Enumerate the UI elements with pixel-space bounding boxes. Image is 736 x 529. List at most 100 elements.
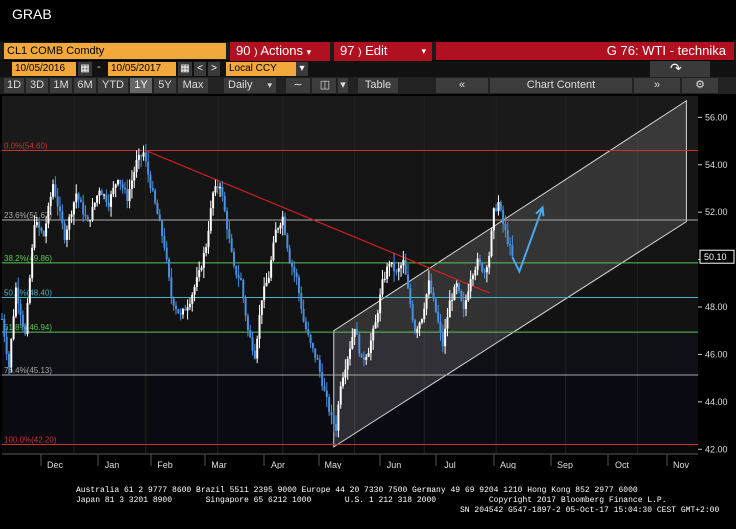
start-calendar-icon[interactable]: ▦: [78, 62, 92, 76]
candle-body: [198, 270, 201, 278]
candle-body: [353, 329, 356, 338]
candle-body: [381, 279, 384, 295]
y-tick-label: 42.00: [705, 444, 728, 454]
table-button[interactable]: Table: [358, 78, 398, 93]
start-date-input[interactable]: 10/05/2016: [12, 62, 76, 76]
edit-menu-button[interactable]: 97 ) Edit ▾: [334, 42, 432, 62]
trend-arrow: [511, 207, 544, 274]
candle-body: [318, 359, 321, 372]
chevron-down-icon[interactable]: ▾: [338, 78, 348, 93]
candle-body: [33, 225, 36, 248]
last-price-label: 50.10: [704, 252, 727, 262]
end-date-input[interactable]: 10/05/2017: [108, 62, 176, 76]
currency-value: Local CCY: [229, 63, 277, 74]
x-month-label: Sep: [557, 460, 573, 469]
period-button-6m[interactable]: 6M: [74, 78, 96, 93]
candle-body: [251, 337, 254, 351]
period-button-1d[interactable]: 1D: [4, 78, 24, 93]
candle-body: [462, 300, 465, 309]
candle-body: [253, 350, 256, 359]
candle-body: [228, 229, 231, 239]
candle-body: [321, 371, 324, 387]
candle-body: [249, 330, 252, 338]
candle-body: [191, 294, 194, 304]
next-period-icon[interactable]: >: [208, 62, 220, 76]
candle-body: [79, 199, 82, 203]
chevron-down-icon: ▾: [267, 80, 272, 90]
candle-body: [31, 247, 34, 279]
candle-body: [323, 386, 326, 391]
candle-body: [47, 206, 50, 224]
prev-period-icon[interactable]: <: [194, 62, 206, 76]
table-label: Table: [364, 79, 392, 91]
candle-body: [467, 291, 470, 301]
period-button-1y[interactable]: 1Y: [130, 78, 152, 93]
collapse-left-icon[interactable]: «: [436, 78, 488, 93]
price-chart[interactable]: 0.0%(54.60) 23.6%(51.67) 38.2%(49.86) 50.0%…: [0, 94, 736, 480]
y-tick-label: 52.00: [705, 207, 728, 217]
downtrend-line: [145, 149, 490, 294]
candle-body: [123, 187, 126, 190]
period-button-3d[interactable]: 3D: [26, 78, 48, 93]
actions-menu-button[interactable]: 90 ) Actions ▾: [230, 42, 330, 62]
period-button-max[interactable]: Max: [178, 78, 208, 93]
last-price-box: [699, 249, 735, 264]
candle-body: [400, 265, 403, 269]
x-month-label: Dec: [47, 460, 64, 469]
x-month-label: Oct: [615, 460, 630, 469]
security-field[interactable]: CL1 COMB Comdty: [4, 43, 226, 59]
frequency-select[interactable]: Daily ▾: [224, 78, 276, 93]
candle-body: [388, 264, 391, 267]
candle-body: [212, 192, 215, 209]
undo-button[interactable]: ↷: [650, 60, 710, 77]
line-chart-icon[interactable]: ∼: [286, 78, 310, 93]
actions-label: Actions: [260, 43, 303, 58]
candle-body: [416, 328, 419, 333]
chevron-down-icon[interactable]: ▾: [296, 62, 308, 76]
candle-body: [161, 221, 164, 237]
candle-body: [376, 313, 379, 323]
candle-body: [100, 190, 103, 196]
expand-right-icon[interactable]: »: [634, 78, 680, 93]
chart-content-button[interactable]: Chart Content: [490, 78, 632, 93]
candle-body: [163, 236, 166, 248]
candle-body: [10, 338, 13, 368]
candle-body: [98, 190, 101, 196]
period-button-1m[interactable]: 1M: [50, 78, 72, 93]
arrow-head: [535, 205, 545, 217]
candle-body: [332, 415, 335, 424]
security-header-bar: CL1 COMB Comdty 90 ) Actions ▾ 97 ) Edit…: [0, 42, 736, 62]
candle-body: [68, 216, 71, 230]
period-button-5y[interactable]: 5Y: [154, 78, 176, 93]
candle-body: [258, 315, 261, 339]
x-month-label: May: [324, 460, 342, 469]
candle-body: [409, 288, 412, 305]
candle-body: [19, 303, 22, 315]
candle-body: [430, 280, 433, 293]
candle-body: [509, 243, 512, 246]
candle-body: [21, 314, 24, 327]
end-date-value: 10/05/2017: [111, 63, 162, 74]
candlestick-icon[interactable]: ◫: [314, 78, 336, 93]
candle-body: [418, 322, 421, 329]
period-button-ytd[interactable]: YTD: [98, 78, 128, 93]
candle-body: [402, 259, 405, 266]
candle-body: [411, 304, 414, 321]
footer-line-2: Japan 81 3 3201 8900 Singapore 65 6212 1…: [76, 496, 667, 505]
candle-body: [265, 282, 268, 287]
caret-down-icon: ▾: [421, 46, 426, 56]
x-month-label: Jan: [105, 460, 120, 469]
currency-select[interactable]: Local CCY: [226, 62, 298, 76]
candle-body: [506, 230, 509, 244]
candle-body: [485, 267, 488, 273]
end-calendar-icon[interactable]: ▦: [178, 62, 192, 76]
candle-body: [216, 186, 219, 189]
candle-body: [451, 300, 454, 302]
candle-body: [481, 262, 484, 272]
x-month-label: Aug: [500, 460, 516, 469]
candle-body: [360, 353, 363, 358]
candle-body: [390, 262, 393, 265]
gear-icon[interactable]: ⚙: [682, 78, 718, 93]
uptrend-channel: [333, 99, 687, 448]
